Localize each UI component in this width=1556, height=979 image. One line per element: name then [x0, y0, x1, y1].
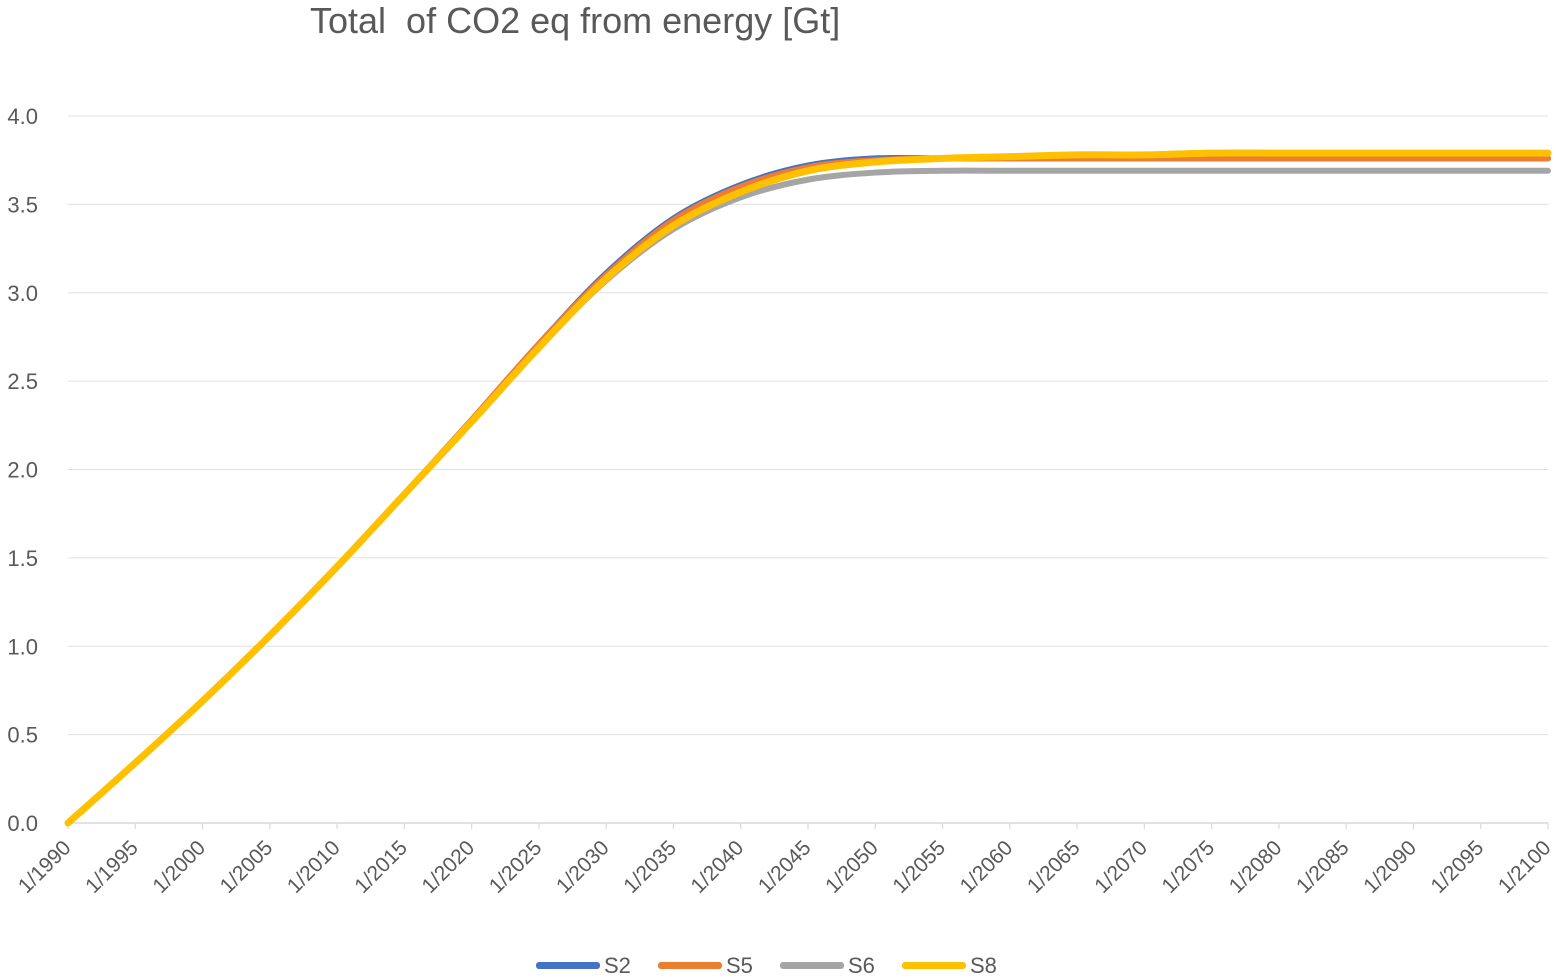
- series-line-s5: [65, 155, 1551, 826]
- legend-label: S8: [970, 953, 997, 978]
- y-tick-label: 3.5: [7, 192, 38, 217]
- y-axis-tick-labels: 0.0 0.5 1.0 1.5 2.0 2.5 3.0 3.5 4.0: [7, 104, 38, 836]
- legend-item-s2: S2: [536, 952, 631, 979]
- x-tick-label: 1/2025: [485, 836, 547, 898]
- x-tick-label: 1/2040: [687, 836, 749, 898]
- x-tick-label: 1/2075: [1157, 836, 1219, 898]
- series-line-s2: [65, 154, 1551, 826]
- legend-swatch: [780, 962, 844, 969]
- x-tick-label: 1/2020: [417, 836, 479, 898]
- chart-title: Total of CO2 eq from energy [Gt]: [310, 0, 841, 41]
- legend-label: S5: [726, 953, 753, 978]
- legend-label: S6: [848, 953, 875, 978]
- y-tick-label: 3.0: [7, 281, 38, 306]
- y-tick-label: 4.0: [7, 104, 38, 129]
- x-tick-label: 1/1995: [81, 836, 143, 898]
- x-tick-label: 1/2095: [1427, 836, 1489, 898]
- x-tick-label: 1/2085: [1292, 836, 1354, 898]
- legend-item-s6: S6: [780, 952, 875, 979]
- x-tick-label: 1/2065: [1023, 836, 1085, 898]
- y-tick-label: 0.5: [7, 723, 38, 748]
- legend-label: S2: [604, 953, 631, 978]
- x-tick-label: 1/1990: [14, 836, 76, 898]
- x-tick-label: 1/2090: [1359, 836, 1421, 898]
- gridlines: [68, 115, 1548, 736]
- y-tick-label: 0.0: [7, 811, 38, 836]
- legend: S2 S5 S6 S8: [0, 952, 1556, 979]
- legend-swatch: [658, 962, 722, 969]
- x-tick-label: 1/2000: [148, 836, 210, 898]
- x-tick-label: 1/2100: [1494, 836, 1556, 898]
- x-tick-label: 1/2060: [956, 836, 1018, 898]
- x-tick-label: 1/2050: [821, 836, 883, 898]
- x-tick-label: 1/2015: [350, 836, 412, 898]
- y-tick-label: 1.5: [7, 546, 38, 571]
- x-axis-tick-labels: 1/1990 1/1995 1/2000 1/2005 1/2010 1/2015 1/20…: [14, 836, 1556, 898]
- y-tick-label: 1.0: [7, 634, 38, 659]
- legend-item-s8: S8: [902, 952, 997, 979]
- y-tick-label: 2.0: [7, 458, 38, 483]
- x-tick-label: 1/2005: [216, 836, 278, 898]
- x-tick-label: 1/2080: [1225, 836, 1287, 898]
- series-line-s6: [65, 167, 1551, 826]
- legend-swatch: [902, 962, 966, 969]
- x-tick-label: 1/2035: [619, 836, 681, 898]
- x-tick-label: 1/2055: [888, 836, 950, 898]
- x-tick-label: 1/2070: [1090, 836, 1152, 898]
- x-tick-label: 1/2045: [754, 836, 816, 898]
- y-tick-label: 2.5: [7, 369, 38, 394]
- legend-swatch: [536, 962, 600, 969]
- series-line-s8: [64, 149, 1552, 827]
- x-tick-label: 1/2010: [283, 836, 345, 898]
- x-tick-label: 1/2030: [552, 836, 614, 898]
- x-axis: [67, 822, 1549, 829]
- series-lines: [64, 149, 1552, 827]
- legend-item-s5: S5: [658, 952, 753, 979]
